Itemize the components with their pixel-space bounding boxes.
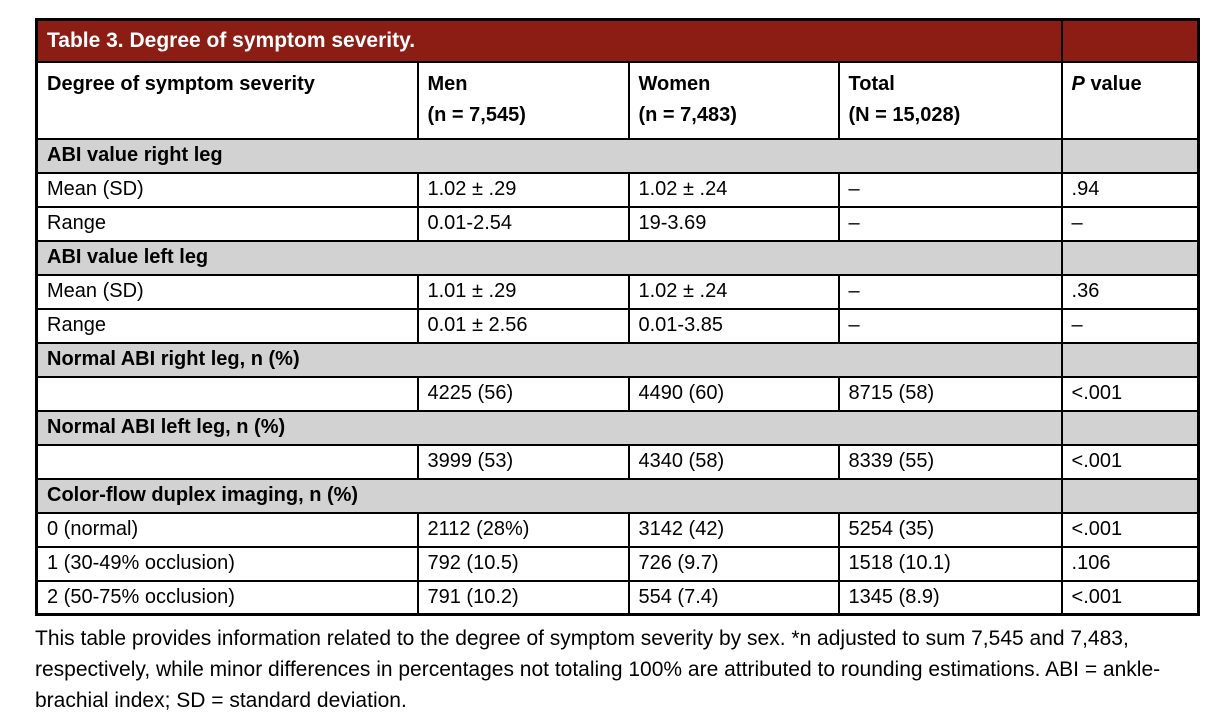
total-value-cell: – (837, 171, 1063, 208)
col-header-total-label: Total (848, 72, 895, 95)
women-value-cell: 726 (9.7) (627, 545, 840, 582)
col-header-degree-label: Degree of symptom severity (47, 72, 315, 95)
col-header-degree: Degree of symptom severity (35, 60, 419, 140)
row-label-cell (35, 375, 419, 412)
pvalue-cell: .106 (1060, 545, 1200, 582)
men-value-cell: 1.01 ± .29 (416, 273, 630, 310)
pvalue-cell: .94 (1060, 171, 1200, 208)
women-value-cell: 0.01-3.85 (627, 307, 840, 344)
men-value-cell: 2112 (28%) (416, 511, 630, 548)
section-header-row: Color-flow duplex imaging, n (%) (35, 477, 1200, 514)
total-value-cell: 5254 (35) (837, 511, 1063, 548)
men-value-cell: 791 (10.2) (416, 579, 630, 616)
women-value-cell: 4490 (60) (627, 375, 840, 412)
women-value-cell: 554 (7.4) (627, 579, 840, 616)
table-title-row: Table 3. Degree of symptom severity. (35, 18, 1200, 63)
table-body: ABI value right leg Mean (SD) 1.02 ± .29… (35, 137, 1200, 616)
col-header-pvalue-rest: value (1090, 72, 1142, 95)
total-value-cell: 1345 (8.9) (837, 579, 1063, 616)
row-label-cell: Mean (SD) (35, 171, 419, 208)
row-label-cell (35, 443, 419, 480)
row-label-cell: 0 (normal) (35, 511, 419, 548)
col-header-men: Men (n = 7,545) (416, 60, 630, 140)
table-row: Range 0.01 ± 2.56 0.01-3.85 – – (35, 307, 1200, 344)
pvalue-cell: <.001 (1060, 511, 1200, 548)
men-value-cell: 0.01-2.54 (416, 205, 630, 242)
section-header-pvalue-cell (1060, 137, 1200, 174)
pvalue-cell: .36 (1060, 273, 1200, 310)
men-value-cell: 0.01 ± 2.56 (416, 307, 630, 344)
total-value-cell: – (837, 273, 1063, 310)
table-row: 1 (30-49% occlusion) 792 (10.5) 726 (9.7… (35, 545, 1200, 582)
col-header-women: Women (n = 7,483) (627, 60, 840, 140)
row-label-cell: 1 (30-49% occlusion) (35, 545, 419, 582)
total-value-cell: – (837, 205, 1063, 242)
col-header-men-n: (n = 7,545) (427, 103, 526, 126)
women-value-cell: 1.02 ± .24 (627, 171, 840, 208)
total-value-cell: 8339 (55) (837, 443, 1063, 480)
men-value-cell: 792 (10.5) (416, 545, 630, 582)
section-header-label: Normal ABI right leg, n (%) (35, 341, 1063, 378)
pvalue-cell: <.001 (1060, 375, 1200, 412)
women-value-cell: 1.02 ± .24 (627, 273, 840, 310)
total-value-cell: – (837, 307, 1063, 344)
section-header-label: ABI value right leg (35, 137, 1063, 174)
total-value-cell: 1518 (10.1) (837, 545, 1063, 582)
section-header-row: Normal ABI right leg, n (%) (35, 341, 1200, 378)
section-header-row: Normal ABI left leg, n (%) (35, 409, 1200, 446)
row-label-cell: 2 (50-75% occlusion) (35, 579, 419, 616)
section-header-pvalue-cell (1060, 409, 1200, 446)
table-footnote: This table provides information related … (35, 627, 1161, 713)
pvalue-cell: – (1060, 307, 1200, 344)
table-row: 4225 (56) 4490 (60) 8715 (58) <.001 (35, 375, 1200, 412)
section-header-label: Color-flow duplex imaging, n (%) (35, 477, 1063, 514)
section-header-pvalue-cell (1060, 477, 1200, 514)
table-title-spacer-cell (1060, 18, 1200, 63)
table-container: Table 3. Degree of symptom severity. Deg… (35, 18, 1201, 716)
men-value-cell: 1.02 ± .29 (416, 171, 630, 208)
row-label-cell: Mean (SD) (35, 273, 419, 310)
table-row: Mean (SD) 1.02 ± .29 1.02 ± .24 – .94 (35, 171, 1200, 208)
table-row: 3999 (53) 4340 (58) 8339 (55) <.001 (35, 443, 1200, 480)
table-row: Mean (SD) 1.01 ± .29 1.02 ± .24 – .36 (35, 273, 1200, 310)
section-header-label: Normal ABI left leg, n (%) (35, 409, 1063, 446)
table-title: Table 3. Degree of symptom severity. (35, 18, 1063, 63)
col-header-men-label: Men (427, 72, 468, 95)
table-row: 2 (50-75% occlusion) 791 (10.2) 554 (7.4… (35, 579, 1200, 616)
col-header-pvalue-p: P (1071, 72, 1085, 95)
section-header-pvalue-cell (1060, 239, 1200, 276)
table-row: 0 (normal) 2112 (28%) 3142 (42) 5254 (35… (35, 511, 1200, 548)
section-header-row: ABI value right leg (35, 137, 1200, 174)
col-header-pvalue: P value (1060, 60, 1200, 140)
section-header-pvalue-cell (1060, 341, 1200, 378)
pvalue-cell: – (1060, 205, 1200, 242)
women-value-cell: 3142 (42) (627, 511, 840, 548)
pvalue-cell: <.001 (1060, 579, 1200, 616)
men-value-cell: 4225 (56) (416, 375, 630, 412)
total-value-cell: 8715 (58) (837, 375, 1063, 412)
women-value-cell: 4340 (58) (627, 443, 840, 480)
symptom-severity-table: Table 3. Degree of symptom severity. Deg… (35, 18, 1201, 616)
pvalue-cell: <.001 (1060, 443, 1200, 480)
section-header-label: ABI value left leg (35, 239, 1063, 276)
women-value-cell: 19-3.69 (627, 205, 840, 242)
col-header-total-n: (N = 15,028) (848, 103, 961, 126)
men-value-cell: 3999 (53) (416, 443, 630, 480)
row-label-cell: Range (35, 307, 419, 344)
column-header-row: Degree of symptom severity Men (n = 7,54… (35, 60, 1200, 140)
table-row: Range 0.01-2.54 19-3.69 – – (35, 205, 1200, 242)
section-header-row: ABI value left leg (35, 239, 1200, 276)
row-label-cell: Range (35, 205, 419, 242)
col-header-total: Total (N = 15,028) (837, 60, 1063, 140)
col-header-women-label: Women (638, 72, 711, 95)
col-header-women-n: (n = 7,483) (638, 103, 737, 126)
